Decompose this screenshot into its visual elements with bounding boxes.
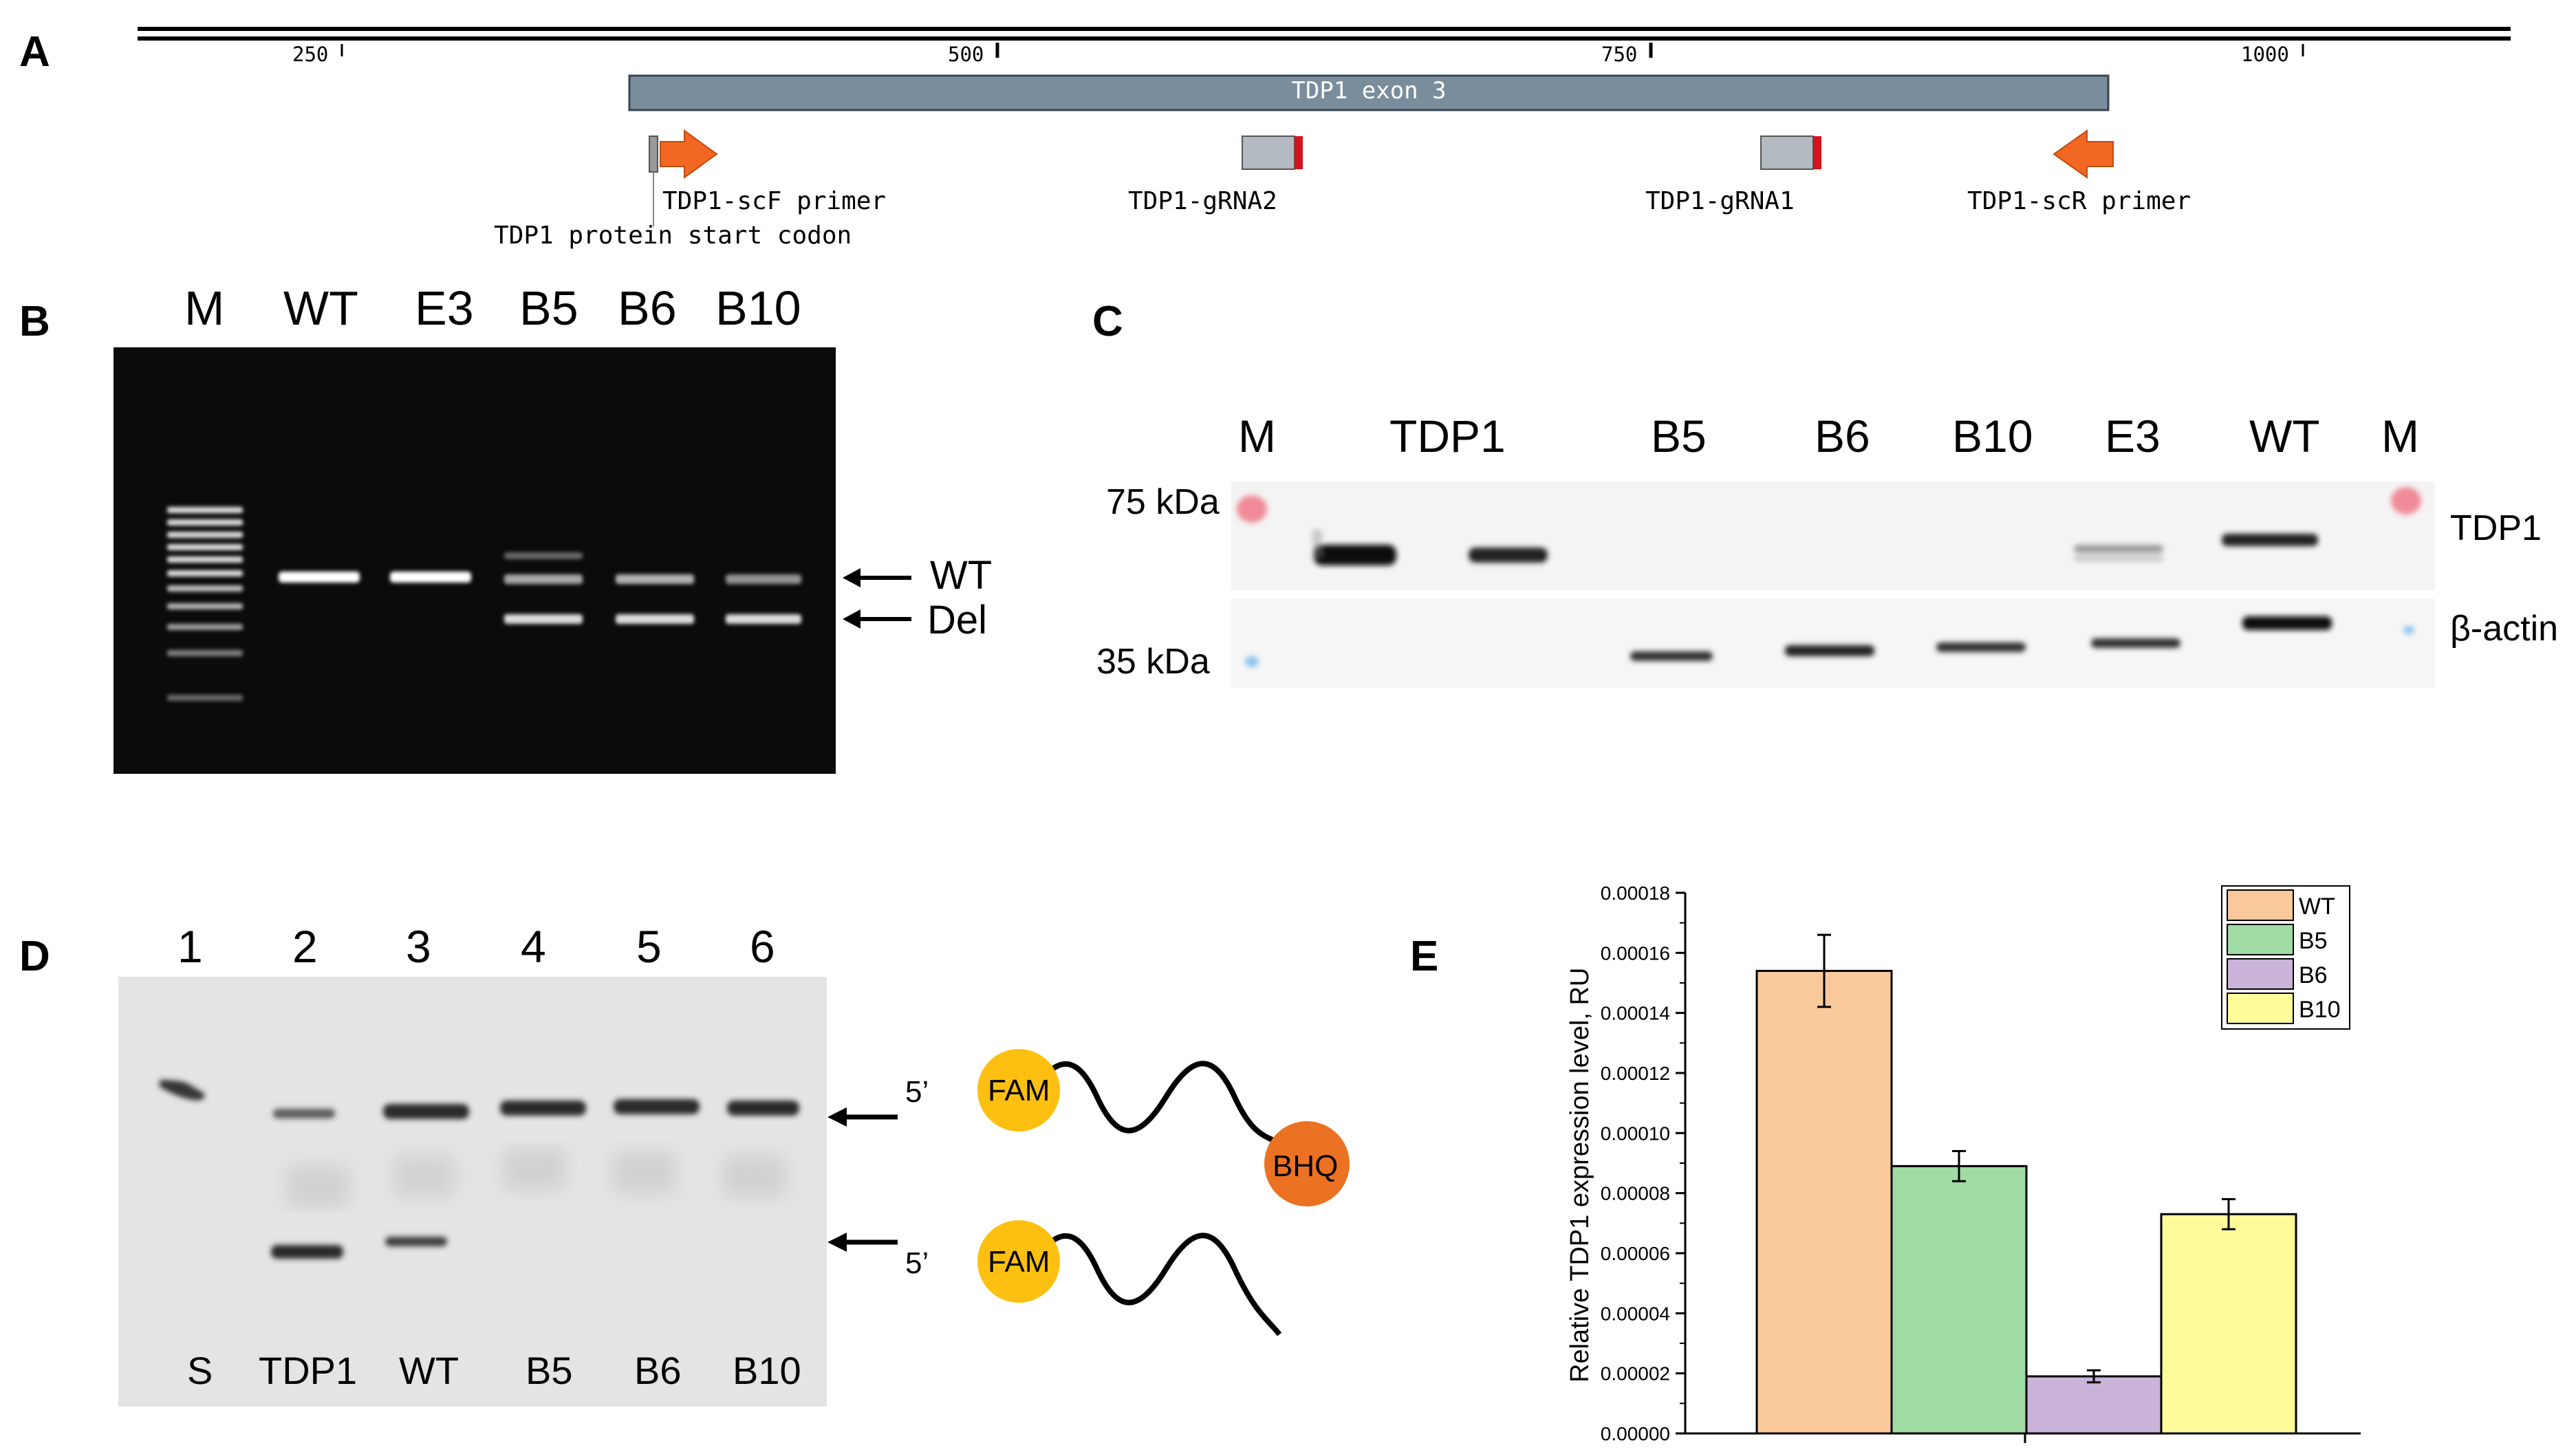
scr-primer-label: TDP1-scR primer — [1967, 187, 2191, 215]
scr-primer-arrow-icon — [2053, 129, 2114, 179]
blot-row-label-actin: β-actin — [2450, 609, 2559, 649]
y-tick-label: 0.00010 — [1601, 1123, 1670, 1144]
grna1-box — [1760, 136, 1814, 170]
y-tick-label: 0.00002 — [1601, 1363, 1670, 1385]
fluorescence-gel-image — [118, 977, 827, 1407]
bhq-quencher-icon — [1264, 1121, 1350, 1206]
y-tick-label: 0.00016 — [1601, 942, 1670, 964]
gel-lane-number-5: 5 — [636, 921, 662, 972]
blot-lane-label-wt: WT — [2249, 411, 2320, 462]
blot-lane-label-b10: B10 — [1952, 411, 2033, 462]
gel-d-lane-label-tdp1: TDP1 — [259, 1349, 358, 1392]
panel-b-letter: B — [19, 298, 50, 345]
marker-75kda-label: 75 kDa — [1106, 482, 1220, 522]
scf-primer-stub — [649, 136, 658, 173]
gel-band-label-wt: WT — [930, 553, 993, 598]
y-tick-label: 0.00018 — [1601, 882, 1670, 904]
legend-swatch — [2227, 924, 2294, 955]
probe-fam-label: FAM — [988, 1074, 1050, 1107]
probe-schematic — [827, 1049, 1350, 1336]
bar — [1890, 1164, 2028, 1435]
cleaved-5prime-label: 5’ — [905, 1246, 929, 1280]
intact-probe-strand — [1024, 1061, 1292, 1151]
gel-d-lane-label-wt: WT — [399, 1349, 459, 1392]
y-tick-label: 0.00000 — [1601, 1423, 1670, 1444]
gel-lane-label-b5: B5 — [519, 281, 578, 335]
tick-label-500: 500 — [948, 43, 984, 66]
blot-lane-label-b6: B6 — [1815, 411, 1870, 462]
legend-swatch — [2227, 958, 2294, 990]
grna2-pam — [1295, 136, 1303, 169]
grna2-box — [1242, 136, 1295, 170]
blot-lane-label-m1: M — [1238, 411, 1276, 462]
fam-dye-icon — [977, 1049, 1060, 1131]
gel-d-lane-label-s: S — [187, 1349, 213, 1392]
grna1-pam — [1813, 136, 1821, 169]
legend-label: WT — [2299, 893, 2335, 920]
exon-bar — [628, 74, 2110, 111]
gel-d-lane-label-b6: B6 — [634, 1349, 682, 1392]
gel-lane-number-3: 3 — [406, 921, 431, 972]
sequence-map — [138, 27, 2511, 227]
gel-lane-number-2: 2 — [292, 921, 318, 972]
fam-dye-cleaved-icon — [977, 1220, 1060, 1303]
panel-d-letter: D — [19, 933, 50, 980]
legend-swatch — [2227, 993, 2294, 1024]
gel-d-lane-label-b10: B10 — [733, 1349, 801, 1392]
gel-d-lane-label-b5: B5 — [526, 1349, 573, 1392]
y-tick-label: 0.00008 — [1601, 1183, 1670, 1204]
blot-row-label-tdp1: TDP1 — [2450, 508, 2542, 548]
blot-lane-label-e3: E3 — [2105, 411, 2161, 462]
gel-lane-number-6: 6 — [750, 921, 775, 972]
gel-lane-label-m: M — [184, 281, 225, 335]
panel-a-letter: A — [19, 28, 50, 76]
tick-label-250: 250 — [292, 43, 329, 66]
grna1-label: TDP1-gRNA1 — [1645, 187, 1795, 215]
marker-35kda-label: 35 kDa — [1096, 642, 1210, 682]
gel-lane-label-e3: E3 — [415, 281, 474, 335]
panel-c-letter: C — [1092, 298, 1123, 345]
y-tick-label: 0.00014 — [1601, 1003, 1670, 1024]
tick-label-1000: 1000 — [2241, 43, 2289, 66]
gel-lane-label-wt: WT — [283, 281, 358, 335]
gel-lane-number-4: 4 — [521, 921, 546, 972]
scf-primer-label: TDP1-scF primer — [662, 187, 887, 215]
probe-5prime-label: 5’ — [905, 1075, 929, 1109]
legend-swatch — [2227, 889, 2294, 921]
panel-e-letter: E — [1410, 933, 1439, 980]
bar — [1755, 970, 1893, 1435]
gel-lane-number-1: 1 — [177, 921, 203, 972]
gel-arrows — [843, 568, 911, 629]
gel-band-label-del: Del — [927, 598, 988, 642]
y-tick-label: 0.00004 — [1601, 1303, 1670, 1324]
gel-lane-label-b6: B6 — [618, 281, 677, 335]
bar — [2160, 1213, 2297, 1435]
y-tick-label: 0.00006 — [1601, 1243, 1670, 1264]
blot-lane-label-m2: M — [2381, 411, 2419, 462]
gel-lane-label-b10: B10 — [715, 281, 801, 335]
agarose-gel-image — [113, 347, 836, 774]
start-codon-label: TDP1 protein start codon — [494, 221, 852, 250]
cleaved-probe-strand — [1024, 1233, 1282, 1336]
cleaved-fam-label: FAM — [988, 1245, 1050, 1279]
exon-label: TDP1 exon 3 — [1291, 77, 1447, 105]
legend-label: B6 — [2299, 962, 2328, 988]
bar-chart: 0.00000 0.00002 0.00004 0.00006 0.00008 0.000… — [1601, 882, 2361, 1444]
grna2-label: TDP1-gRNA2 — [1128, 187, 1277, 215]
western-blot-image — [1231, 481, 2435, 688]
scf-primer-arrow-icon — [660, 129, 718, 179]
blot-lane-label-b5: B5 — [1651, 411, 1707, 462]
tick-label-750: 750 — [1601, 43, 1638, 66]
bar — [2025, 1375, 2163, 1435]
legend-label: B10 — [2299, 997, 2341, 1023]
y-tick-label: 0.00012 — [1601, 1063, 1670, 1084]
probe-bhq-label: BHQ — [1273, 1149, 1339, 1183]
blot-lane-label-tdp1: TDP1 — [1389, 411, 1506, 462]
legend-label: B5 — [2299, 928, 2328, 954]
